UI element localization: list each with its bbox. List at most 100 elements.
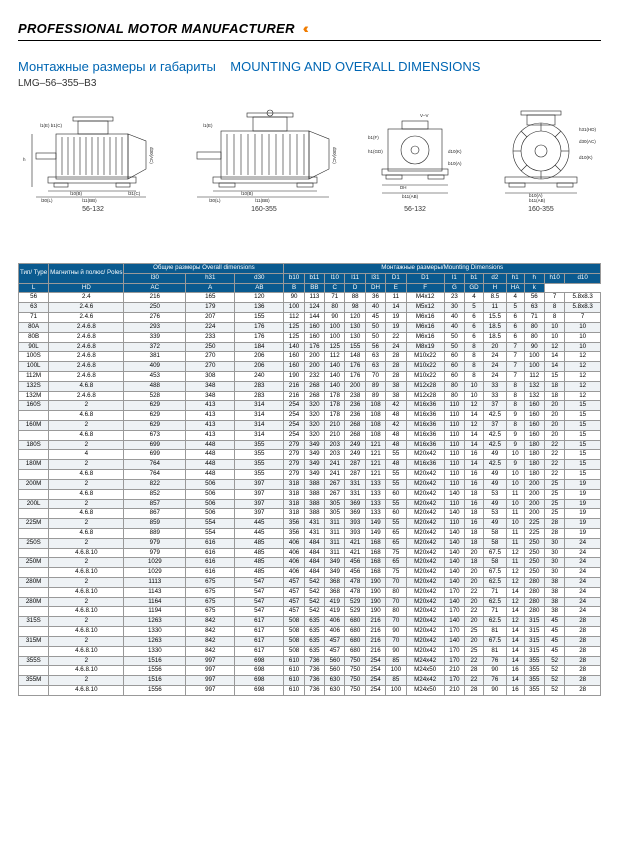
table-cell: 889 (124, 528, 186, 538)
table-cell: 448 (186, 460, 235, 470)
table-cell: 2.4.6 (49, 313, 124, 323)
table-cell: 160 (524, 421, 544, 431)
table-cell: M20x42 (406, 450, 444, 460)
table-cell: 680 (345, 646, 365, 656)
table-cell: 680 (345, 617, 365, 627)
table-cell: 1330 (124, 646, 186, 656)
col-head: d2 (483, 273, 506, 283)
table-cell: 2.4.6 (49, 303, 124, 313)
table-cell: M16x36 (406, 430, 444, 440)
table-cell: 236 (345, 401, 365, 411)
table-cell: 20 (483, 342, 506, 352)
table-cell: 616 (186, 538, 235, 548)
table-cell: 67.5 (483, 636, 506, 646)
table-cell: 89 (365, 391, 385, 401)
table-cell: 736 (304, 676, 324, 686)
table-cell: 14 (386, 303, 406, 313)
table-cell: 10 (465, 391, 484, 401)
table-cell: 736 (304, 685, 324, 695)
table-cell: 60 (444, 352, 464, 362)
table-cell: 133 (365, 479, 385, 489)
table-cell: 132 (524, 391, 544, 401)
table-cell: 49 (483, 470, 506, 480)
table-cell: 50 (444, 332, 464, 342)
table-cell: 216 (124, 293, 186, 303)
table-cell: 38 (544, 587, 564, 597)
table-cell: 368 (325, 587, 345, 597)
table-cell: 89 (365, 381, 385, 391)
table-cell: 80 (444, 391, 464, 401)
svg-text:l1(E) b1(C): l1(E) b1(C) (40, 123, 63, 128)
table-cell: 80 (524, 332, 544, 342)
col-head: D1 (386, 273, 406, 283)
table-cell: 176 (345, 371, 365, 381)
table-cell: 225M (19, 519, 49, 529)
table-cell: 20 (544, 411, 564, 421)
col-subhead: E (386, 283, 406, 293)
table-row: 4.6.8.101556997698610736560750254100M24x… (19, 666, 601, 676)
table-cell: 179 (186, 303, 235, 313)
table-cell: 12 (565, 391, 601, 401)
table-cell: 10 (506, 470, 524, 480)
table-cell: 125 (325, 342, 345, 352)
table-cell: 629 (124, 411, 186, 421)
table-cell: 18 (544, 391, 564, 401)
table-cell: 314 (235, 421, 284, 431)
table-cell: 315 (524, 617, 544, 627)
table-cell: 349 (304, 470, 324, 480)
table-cell: 7 (506, 371, 524, 381)
table-cell: M20x42 (406, 489, 444, 499)
table-cell: 6 (465, 332, 484, 342)
svg-text:l10(B): l10(B) (70, 191, 83, 196)
table-cell: 675 (186, 607, 235, 617)
table-cell: 268 (304, 391, 324, 401)
table-cell: 76 (483, 656, 506, 666)
table-cell: 610 (284, 676, 304, 686)
table-cell: 110 (444, 411, 464, 421)
table-cell: 456 (345, 568, 365, 578)
table-cell: 28 (565, 646, 601, 656)
table-cell: 15 (565, 450, 601, 460)
table-cell: 100 (325, 332, 345, 342)
table-cell: 10 (506, 479, 524, 489)
table-cell: 60 (386, 509, 406, 519)
table-cell: 63 (365, 362, 385, 372)
table-cell: 42 (386, 401, 406, 411)
table-cell: 19 (565, 499, 601, 509)
table-cell: 210 (325, 430, 345, 440)
table-cell: 178 (325, 391, 345, 401)
table-row: 80A2.4.6.82932241761251601001305019M6x16… (19, 322, 601, 332)
table-cell: 180 (524, 450, 544, 460)
table-cell: 349 (304, 440, 324, 450)
table-cell: 30 (544, 548, 564, 558)
table-cell (19, 607, 49, 617)
table-cell: M6x16 (406, 322, 444, 332)
table-cell: 4.6.8 (49, 489, 124, 499)
table-cell: 168 (365, 538, 385, 548)
table-cell: 110 (444, 450, 464, 460)
table-cell (19, 685, 49, 695)
table-cell: 40 (444, 322, 464, 332)
table-cell: 165 (186, 293, 235, 303)
table-cell: 203 (325, 440, 345, 450)
col-type: Тип/ Type (19, 264, 49, 284)
table-row: 4.6.8.10114367554745754236847819080M20x4… (19, 587, 601, 597)
table-cell: M24x42 (406, 676, 444, 686)
table-cell: 635 (304, 617, 324, 627)
table-cell: 315 (524, 636, 544, 646)
table-cell: 506 (186, 479, 235, 489)
table-cell: 112 (284, 313, 304, 323)
table-cell: 764 (124, 460, 186, 470)
table-cell: 80 (386, 587, 406, 597)
table-cell: 149 (365, 528, 385, 538)
table-cell: 629 (124, 401, 186, 411)
table-cell: 7 (506, 342, 524, 352)
table-cell: 315 (524, 646, 544, 656)
table-cell: 14 (544, 362, 564, 372)
table-cell: 49 (483, 450, 506, 460)
table-cell: 635 (304, 636, 324, 646)
table-cell: 200 (524, 509, 544, 519)
table-cell: 48 (386, 411, 406, 421)
table-cell: 529 (345, 597, 365, 607)
table-cell: 314 (235, 430, 284, 440)
